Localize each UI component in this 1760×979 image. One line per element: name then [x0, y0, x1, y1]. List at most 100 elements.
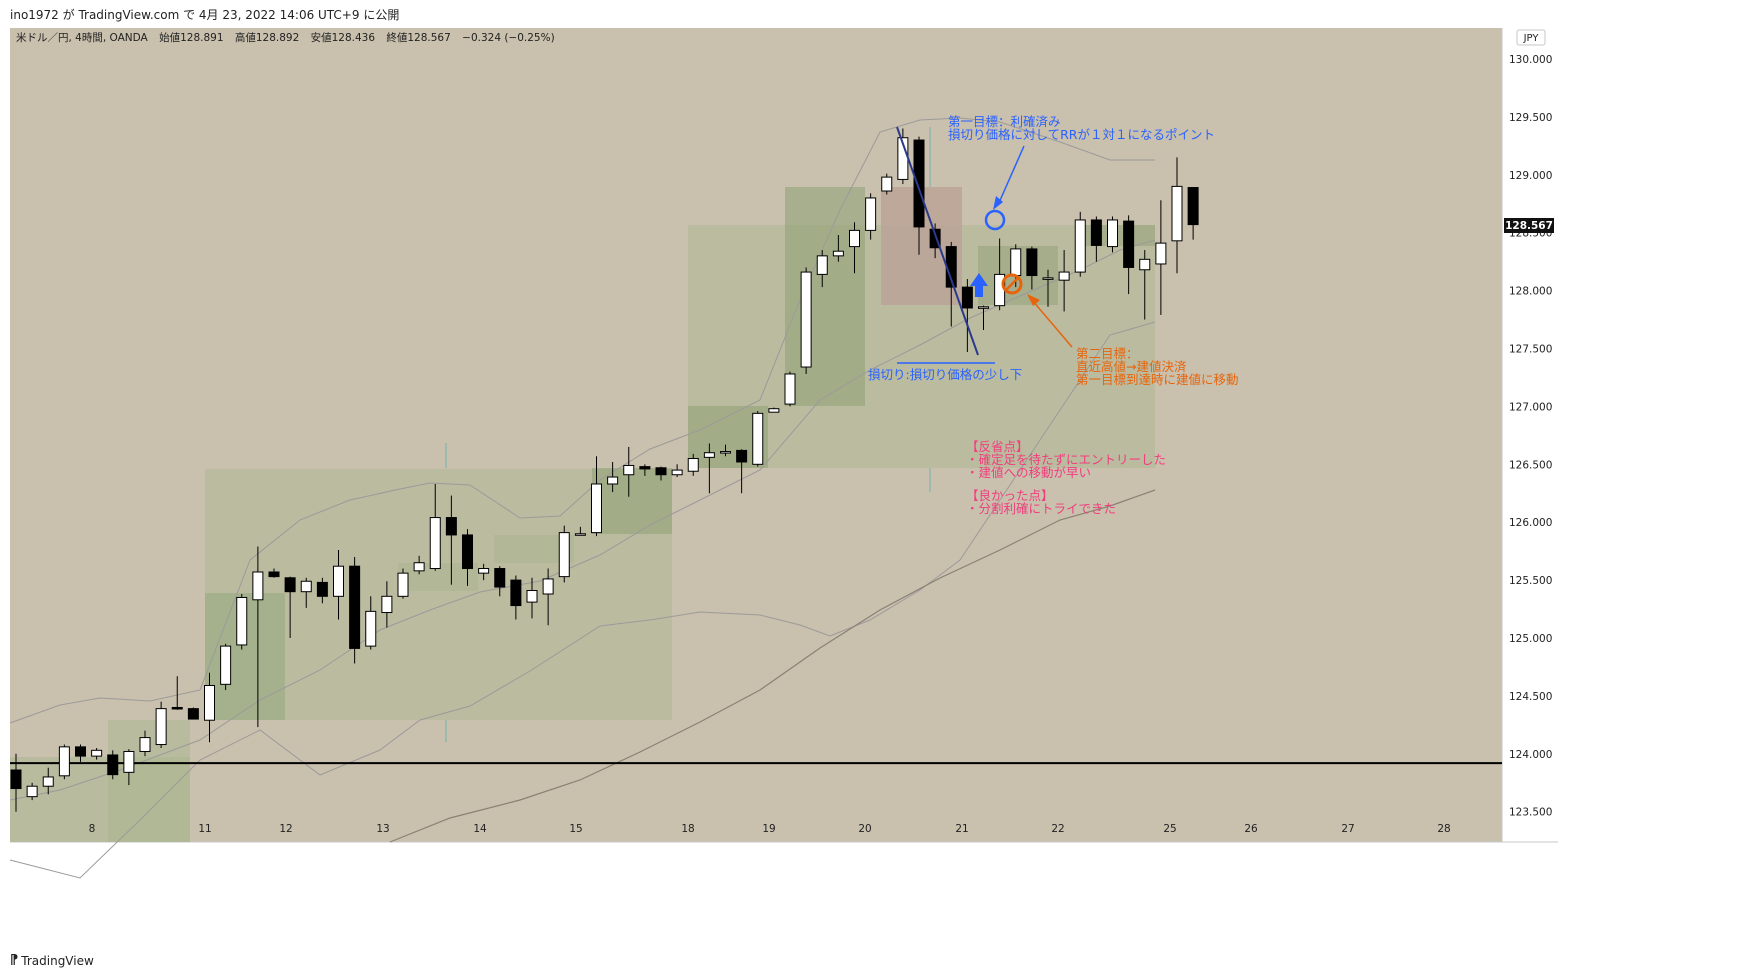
candle-body	[349, 565, 361, 649]
note-target2-line1[interactable]: 第二目標：	[1076, 346, 1139, 361]
candle-body	[220, 645, 232, 685]
last-price-badge: 128.567	[1505, 220, 1553, 232]
price-scale[interactable]	[1502, 28, 1558, 842]
time-tick-label: 12	[279, 823, 292, 835]
note-review-title[interactable]: 【反省点】	[966, 439, 1029, 454]
candle	[1090, 216, 1102, 262]
candle-body	[768, 408, 780, 413]
candle	[365, 596, 377, 650]
candle-body	[26, 785, 38, 798]
candle	[462, 529, 473, 586]
note-target2-line3[interactable]: 第一目標到達時に建値に移動	[1076, 372, 1239, 387]
candle	[526, 577, 538, 619]
note-good-item1[interactable]: ・分割利確にトライできた	[966, 501, 1116, 516]
candle-body	[639, 466, 651, 470]
bollinger-middle	[9, 239, 1156, 801]
close-value: 128.567	[407, 32, 450, 44]
candle	[591, 456, 602, 537]
candle-body	[736, 449, 748, 463]
candle	[75, 744, 86, 762]
candle	[1187, 187, 1199, 240]
high-value: 128.892	[256, 32, 299, 44]
target2-arrow-line[interactable]	[1031, 299, 1073, 348]
candle	[123, 749, 135, 786]
note-target1-line2[interactable]: 損切り価格に対してRRが１対１になるポイント	[948, 127, 1215, 142]
candle-body	[333, 565, 344, 597]
footer-brand[interactable]: ⁋ TradingView	[10, 953, 94, 968]
candle-body	[397, 572, 409, 597]
note-review-item1[interactable]: ・確定足を待たずにエントリーした	[966, 452, 1166, 467]
symbol-name: 米ドル／円, 4時間, OANDA	[16, 31, 149, 44]
close-label: 終値	[386, 31, 407, 44]
candle	[284, 576, 296, 638]
bollinger-lower	[9, 321, 1156, 879]
range-box-7[interactable]	[592, 468, 672, 534]
candle-body	[1042, 277, 1054, 280]
candle	[1107, 216, 1118, 253]
candle-body	[139, 737, 151, 752]
candles	[10, 128, 1199, 812]
candle	[752, 411, 764, 467]
entry-arrow-icon[interactable]	[970, 273, 988, 297]
note-review-item2[interactable]: ・建値への移動が早い	[966, 465, 1091, 480]
time-tick-label: 14	[473, 823, 487, 835]
price-tick-label: 127.000	[1509, 401, 1552, 413]
candle	[300, 577, 312, 608]
time-tick-label: 15	[569, 823, 582, 835]
target1-circle[interactable]	[984, 209, 1006, 231]
note-good-title[interactable]: 【良かった点】	[966, 488, 1054, 503]
candle	[784, 371, 796, 407]
candle	[671, 464, 683, 478]
price-tick-label: 125.000	[1509, 633, 1552, 645]
last-price-badge-box	[1504, 218, 1554, 233]
candle	[865, 193, 877, 240]
range-box-10[interactable]	[785, 187, 865, 406]
candle	[139, 730, 151, 757]
candle-body	[1058, 271, 1070, 281]
candle	[478, 563, 490, 581]
trend-line[interactable]	[896, 126, 979, 356]
candle-body	[1074, 219, 1086, 273]
time-tick-label: 13	[376, 823, 389, 835]
target1-arrow-line[interactable]	[997, 145, 1025, 206]
publish-info: ino1972 が TradingView.com で 4月 23, 2022 …	[10, 8, 400, 22]
note-target1-line1[interactable]: 第一目標：利確済み	[948, 114, 1061, 129]
candle-body	[913, 139, 925, 228]
price-tick-label: 126.500	[1509, 459, 1552, 471]
price-tick-label: 129.000	[1509, 170, 1552, 182]
low-value: 128.436	[332, 32, 376, 44]
time-tick-label: 25	[1163, 823, 1176, 835]
candle-body	[832, 250, 844, 257]
candle-body	[462, 534, 473, 570]
candle-body	[1187, 187, 1199, 226]
candle-body	[687, 458, 699, 472]
candle	[1155, 200, 1167, 315]
indicators	[9, 117, 1156, 879]
candle-body	[413, 562, 425, 572]
candle	[881, 173, 893, 195]
candle	[687, 453, 699, 476]
time-tick-label: 21	[955, 823, 968, 835]
note-stoploss[interactable]: 損切り:損切り価格の少し下	[868, 367, 1022, 382]
price-tick-label: 124.000	[1509, 749, 1552, 761]
candle	[10, 753, 22, 812]
candle-body	[1123, 220, 1135, 268]
candle	[316, 577, 328, 604]
candle-body	[816, 255, 828, 275]
candle	[558, 525, 570, 583]
candle-body	[107, 754, 119, 776]
candle	[445, 495, 457, 585]
candle	[574, 526, 586, 536]
symbol-legend[interactable]: 米ドル／円, 4時間, OANDA 始値128.891 高値128.892 安値…	[16, 31, 555, 44]
drawing-boxes[interactable]	[10, 127, 1155, 842]
brand-name: TradingView	[21, 953, 94, 968]
right-edge	[1558, 28, 1560, 842]
note-target2-line2[interactable]: 直近高値→建値決済	[1076, 359, 1187, 374]
time-tick-label: 26	[1244, 823, 1258, 835]
candle-body	[865, 197, 877, 231]
currency-badge-box[interactable]	[1516, 29, 1546, 46]
candle-body	[961, 286, 973, 309]
candle-body	[1107, 219, 1118, 248]
target2-circle[interactable]	[1001, 273, 1023, 295]
